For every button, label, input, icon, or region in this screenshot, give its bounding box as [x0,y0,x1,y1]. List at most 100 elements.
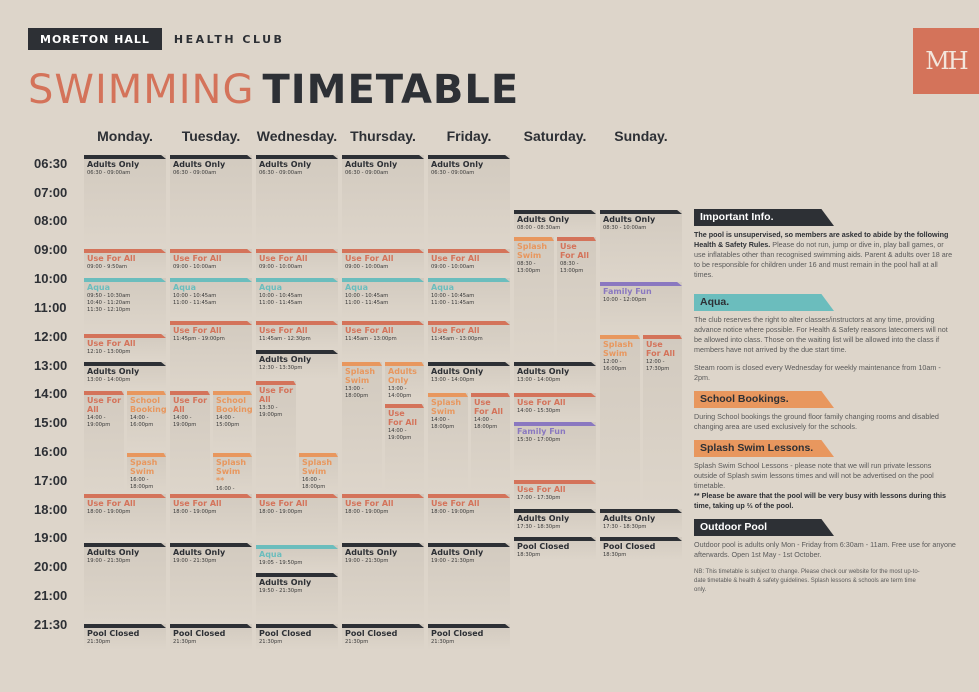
session-block: Aqua 10:00 - 10:45am 11:00 - 11:45am [428,278,510,319]
session-block: Use For All 14:00 - 15:30pm [514,393,596,420]
session-block: Aqua 10:00 - 10:45am 11:00 - 11:45am [256,278,338,319]
session-color-bar [514,509,596,513]
session-time: 17:30 - 18:30pm [517,524,561,530]
session-label: Adults Only [259,160,312,169]
session-color-bar [385,362,424,366]
session-label: Adults Only [388,367,417,385]
session-time: 10:00 - 12:00pm [603,297,647,303]
session-block: Adults Only 06:30 - 09:00am [428,155,510,247]
day-header-friday: Friday. [446,128,492,144]
session-color-bar [84,278,166,282]
session-time: 13:00 - 14:00pm [517,377,561,383]
session-block: Family Fun 10:00 - 12:00pm [600,282,682,333]
session-time: 12:10 - 13:00pm [87,349,131,355]
session-time: 14:00 - 19:00pm [388,428,412,441]
session-block: Splash Swim 13:00 - 18:00pm [342,362,382,492]
session-block: Adults Only 13:00 - 14:00pm [385,362,424,402]
session-time: 08:30 - 10:00am [603,225,647,231]
session-block: Aqua 09:50 - 10:30am 10:40 - 11:20am 11:3… [84,278,166,332]
session-time: 06:30 - 09:00am [173,170,217,176]
day-header-wednesday: Wednesday. [256,128,338,144]
page-title: SWIMMING TIMETABLE [28,66,519,114]
time-label: 17:00 [34,473,68,488]
session-time: 10:00 - 10:45am 11:00 - 11:45am [431,293,475,306]
time-label: 15:00 [34,415,68,430]
session-label: Adults Only [173,160,226,169]
session-color-bar [299,453,338,457]
session-label: Aqua [259,550,283,559]
session-time: 06:30 - 09:00am [431,170,475,176]
session-color-bar [342,278,424,282]
session-time: 19:05 - 19:50pm [259,560,303,566]
aqua-text: The club reserves the right to alter cla… [694,315,948,354]
session-block: Adults Only 19:50 - 21:30pm [256,573,338,622]
session-time: 14:00 - 18:00pm [474,417,498,430]
session-color-bar [256,155,338,159]
important-text: The pool is unsupervised, so members are… [694,230,956,280]
session-color-bar [428,321,510,325]
time-label: 06:30 [34,156,68,171]
session-label: Adults Only [345,548,398,557]
session-time: 12:30 - 13:30pm [259,365,303,371]
session-block: Pool Closed 21:30pm [256,624,338,650]
session-block: Use For All 09:00 - 9:50am [84,249,166,276]
session-color-bar [600,537,682,541]
session-label: Adults Only [87,548,140,557]
session-block: Use For All 14:00 - 19:00pm [84,391,124,492]
time-label: 12:00 [34,329,68,344]
important-heading: Important Info. [694,209,834,226]
school-text: During School bookings the ground floor … [694,412,939,431]
session-block: Pool Closed 21:30pm [428,624,510,650]
session-block: Splash Swim 08:30 - 13:00pm [514,237,554,360]
session-time: 06:30 - 09:00am [87,170,131,176]
session-color-bar [256,494,338,498]
session-label: Use For All [87,339,136,348]
time-label: 08:00 [34,213,68,228]
session-color-bar [256,624,338,628]
session-time: 18:00 - 19:00pm [87,509,131,515]
session-label: Pool Closed [517,542,570,551]
session-color-bar [84,249,166,253]
session-block: School Booking 14:00 - 15:00pm [213,391,252,450]
session-block: Adults Only 08:30 - 10:00am [600,210,682,280]
session-block: Adults Only 12:30 - 13:30pm [256,350,338,379]
session-color-bar [428,249,510,253]
session-color-bar [342,155,424,159]
session-block: Pool Closed 21:30pm [342,624,424,650]
session-time: 16:00 - 18:00pm [302,477,326,490]
session-label: Pool Closed [173,629,226,638]
session-label: Adults Only [259,355,312,364]
session-label: Use For All [345,499,394,508]
session-color-bar [256,321,338,325]
session-label: Use For All [173,499,222,508]
session-block: Use For All 18:00 - 19:00pm [256,494,338,543]
title-part2: TIMETABLE [262,67,520,113]
session-time: 21:30pm [345,639,369,645]
session-time: 19:50 - 21:30pm [259,588,303,594]
session-label: Aqua [173,283,197,292]
session-time: 14:00 - 15:00pm [216,415,240,428]
session-block: Splash Swim 14:00 - 18:00pm [428,393,468,492]
session-color-bar [84,543,166,547]
session-time: 08:00 - 08:30am [517,225,561,231]
time-label: 21:00 [34,588,68,603]
session-color-bar [342,624,424,628]
session-block: Pool Closed 18:30pm [514,537,596,560]
session-time: 11:45am - 13:00pm [345,336,397,342]
session-label: Adults Only [431,367,484,376]
session-block: Use For All 17:00 - 17:30pm [514,480,596,507]
session-time: 10:00 - 10:45am 11:00 - 11:45am [259,293,303,306]
session-color-bar [127,453,166,457]
session-time: 09:00 - 9:50am [87,264,128,270]
time-label: 19:00 [34,530,68,545]
session-block: Use For All 14:00 - 19:00pm [385,404,424,492]
session-block: Adults Only 06:30 - 09:00am [256,155,338,247]
session-block: Splash Swim **16:00 - 18:00pm [213,453,252,492]
session-block: Use For All 09:00 - 10:00am [170,249,252,276]
session-time: 14:00 - 19:00pm [173,415,197,428]
session-label: Use For All [173,254,222,263]
session-block: Use For All 11:45pm - 19:00pm [170,321,252,389]
session-time: 19:00 - 21:30pm [173,558,217,564]
session-time: 11:45am - 12:30pm [259,336,311,342]
session-time: 21:30pm [431,639,455,645]
